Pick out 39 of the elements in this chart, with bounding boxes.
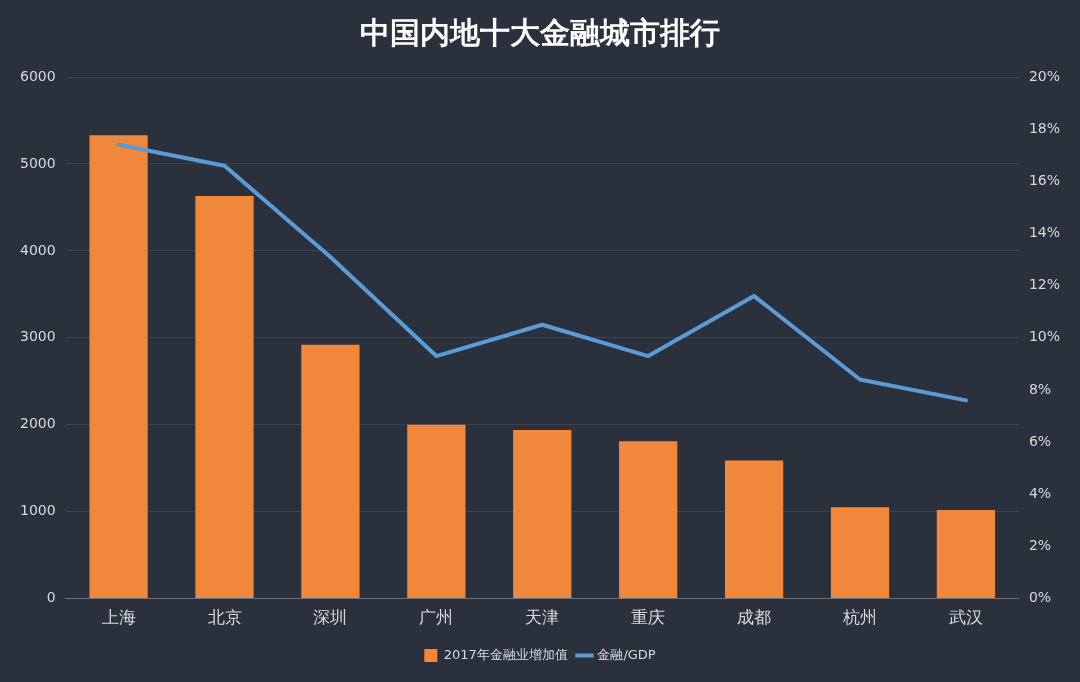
y2-tick-label: 12% — [1028, 276, 1061, 293]
x-tick-label: 杭州 — [842, 607, 878, 628]
x-tick-label: 广州 — [419, 607, 454, 628]
y2-tick-label: 4% — [1028, 484, 1052, 501]
y2-tick-label: 20% — [1028, 67, 1061, 84]
y-tick-label: 5000 — [19, 154, 56, 171]
x-tick-label: 天津 — [525, 607, 560, 628]
bar — [301, 344, 360, 599]
x-tick-label: 深圳 — [313, 607, 348, 628]
bar — [936, 509, 996, 599]
y2-tick-label: 8% — [1028, 380, 1052, 397]
y-tick-label: 6000 — [19, 67, 56, 84]
bar — [513, 429, 572, 599]
y2-tick-label: 18% — [1028, 119, 1061, 136]
y2-tick-label: 16% — [1028, 171, 1061, 188]
x-tick-label: 北京 — [207, 607, 242, 628]
bar — [407, 424, 466, 599]
bar — [830, 507, 890, 599]
bar — [89, 135, 148, 599]
bar — [195, 196, 254, 599]
x-tick-label: 上海 — [101, 607, 136, 628]
x-tick-label: 武汉 — [948, 607, 983, 628]
legend-label: 金融/GDP — [597, 646, 656, 662]
y2-tick-label: 0% — [1028, 589, 1052, 606]
bar — [619, 441, 678, 599]
y-tick-label: 3000 — [19, 328, 56, 345]
y-tick-label: 1000 — [19, 502, 56, 519]
y2-tick-label: 10% — [1028, 328, 1061, 345]
y-tick-label: 0 — [46, 589, 56, 606]
x-tick-label: 成都 — [737, 607, 772, 628]
chart-title: 中国内地十大金融城市排行 — [360, 14, 720, 50]
y2-tick-label: 6% — [1028, 432, 1052, 449]
bar — [724, 460, 784, 599]
x-tick-label: 重庆 — [631, 607, 666, 628]
y-tick-label: 2000 — [19, 415, 56, 432]
y-tick-label: 4000 — [19, 241, 56, 258]
y2-tick-label: 2% — [1028, 537, 1052, 554]
y2-tick-label: 14% — [1028, 224, 1061, 241]
legend-label: 2017年金融业增加值 — [443, 646, 568, 662]
